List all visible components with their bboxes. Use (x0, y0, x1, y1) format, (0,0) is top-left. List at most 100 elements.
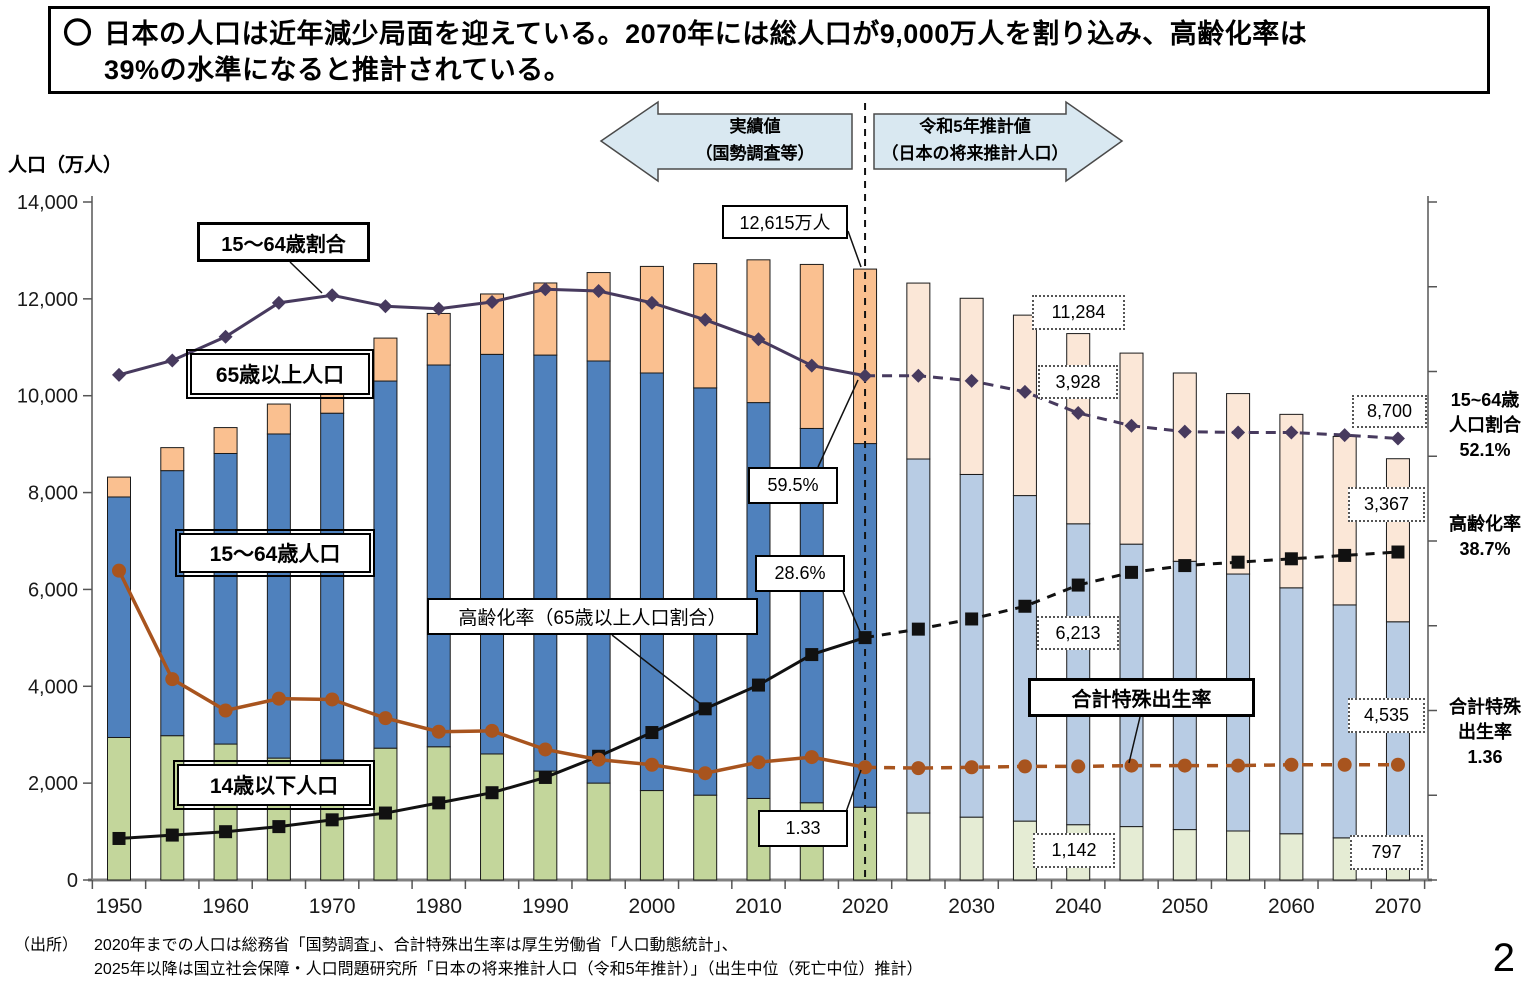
bar-segment-15～64歳人口-2060 (1279, 587, 1304, 835)
bar-segment-65歳以上人口-1955 (160, 447, 185, 472)
bar-segment-15～64歳人口-1970 (320, 412, 345, 761)
marker-diamond-1970 (325, 288, 340, 303)
page-number: 2 (1492, 936, 1515, 980)
label-2020-total-callout-line (847, 230, 862, 268)
x-axis-year-label: 2060 (1268, 895, 1315, 918)
bar-segment-65歳以上人口-2050 (1172, 372, 1197, 562)
label-2040-elderly: 3,928 (1038, 365, 1118, 399)
source-label: （出所） (14, 937, 79, 954)
marker-square-1975 (378, 806, 392, 820)
marker-square-1950 (112, 831, 126, 845)
label-fertility-series: 合計特殊出生率 (1028, 678, 1255, 717)
bar-segment-15～64歳人口-1960 (213, 452, 238, 745)
marker-diamond-2035 (1017, 384, 1032, 399)
label-under15-series: 14歳以下人口 (172, 759, 376, 811)
marker-square-2015 (805, 648, 819, 662)
right-label-fertility: 合計特殊 出生率 1.36 (1449, 697, 1521, 768)
marker-diamond-1975 (378, 299, 393, 314)
label-2020-share-callout-line (817, 379, 859, 468)
label-working-share-series-callout-line (289, 261, 323, 294)
x-axis-year-label: 1970 (309, 895, 356, 918)
marker-square-2045 (1125, 565, 1139, 579)
label-aging-series: 高齢化率（65歳以上人口割合） (427, 598, 758, 635)
bar-segment-65歳以上人口-2040 (1066, 333, 1091, 525)
marker-circle-1960 (218, 703, 233, 718)
label-2020-share: 59.5% (748, 467, 838, 504)
actual-arrow-line1: 実績値 (729, 117, 781, 136)
title-bullet: 〇 (63, 18, 93, 50)
label-2020-fertility: 1.33 (758, 810, 848, 847)
x-axis-year-label: 2070 (1375, 895, 1422, 918)
marker-square-1990 (538, 770, 552, 784)
marker-square-1965 (272, 820, 286, 834)
marker-square-1980 (432, 796, 446, 810)
marker-diamond-1985 (485, 295, 500, 310)
bar-segment-15～64歳人口-1980 (426, 364, 451, 748)
marker-circle-1975 (378, 711, 393, 726)
title-line-1: 日本の人口は近年減少局面を迎えている。2070年には総人口が9,000万人を割り… (104, 19, 1308, 49)
y-axis-tick-label: 4,000 (28, 676, 78, 698)
bar-segment-14歳以下人口-2045 (1119, 826, 1144, 881)
label-2020-aging: 28.6% (755, 555, 845, 592)
marker-diamond-2070 (1390, 431, 1405, 446)
marker-circle-1970 (325, 692, 340, 707)
bar-segment-14歳以下人口-2025 (906, 812, 931, 881)
x-axis-year-label: 2050 (1161, 895, 1208, 918)
label-aging-series-callout-line (611, 634, 703, 706)
bar-segment-65歳以上人口-2070 (1385, 458, 1410, 623)
right-label-working-share: 15~64歳 人口割合 52.1% (1449, 390, 1521, 461)
marker-diamond-2060 (1284, 425, 1299, 440)
label-2020-total: 12,615万人 (722, 205, 848, 239)
y-axis-title: 人口（万人） (8, 155, 123, 176)
bar-segment-14歳以下人口-1955 (160, 735, 185, 881)
marker-square-1985 (485, 786, 499, 800)
bar-segment-14歳以下人口-1995 (586, 782, 611, 881)
marker-circle-2015 (804, 750, 819, 765)
marker-diamond-1955 (165, 353, 180, 368)
actual-arrow-line2: （国勢調査等） (695, 144, 815, 164)
marker-diamond-2010 (751, 332, 766, 347)
bar-segment-14歳以下人口-2060 (1279, 833, 1304, 881)
actual-period-arrow (599, 100, 853, 183)
source-note: （出所） 2020年までの人口は総務省「国勢調査」、合計特殊出生率は厚生労働省「… (14, 934, 923, 982)
label-working-share-series: 15～64歳割合 (197, 222, 370, 262)
bar-segment-15～64歳人口-1955 (160, 470, 185, 737)
marker-square-2055 (1231, 555, 1245, 569)
source-line-2: 2025年以降は国立社会保障・人口問題研究所「日本の将来推計人口（令和5年推計）… (94, 961, 923, 978)
marker-square-2020 (858, 631, 872, 645)
marker-circle-1990 (538, 742, 553, 757)
label-fertility-series-callout-line (1128, 716, 1141, 764)
label-2040-under15: 1,142 (1033, 833, 1115, 868)
bar-segment-65歳以上人口-1980 (426, 312, 451, 366)
bar-segment-65歳以上人口-1995 (586, 272, 611, 362)
bar-segment-65歳以上人口-2045 (1119, 352, 1144, 545)
projection-arrow-line1: 令和5年推計値 (919, 117, 1031, 136)
bar-segment-65歳以上人口-1975 (373, 337, 398, 382)
marker-square-2030 (965, 612, 979, 626)
marker-circle-2050 (1177, 758, 1192, 773)
marker-square-2000 (645, 726, 659, 740)
y-axis-tick-label: 14,000 (17, 192, 78, 214)
page-title: 日本の人口は近年減少局面を迎えている。2070年には総人口が9,000万人を割り… (104, 16, 1307, 89)
bar-segment-14歳以下人口-2050 (1172, 829, 1197, 881)
marker-circle-1955 (165, 672, 180, 687)
bar-segment-15～64歳人口-1950 (107, 496, 131, 738)
bar-segment-14歳以下人口-2055 (1226, 830, 1251, 881)
bar-segment-65歳以上人口-2000 (639, 265, 664, 374)
marker-circle-1980 (431, 724, 446, 739)
label-2070-under15: 797 (1350, 835, 1423, 870)
title-box: 〇 日本の人口は近年減少局面を迎えている。2070年には総人口が9,000万人を… (48, 6, 1490, 94)
label-2070-working: 4,535 (1348, 698, 1425, 733)
bar-segment-65歳以上人口-2060 (1279, 413, 1304, 589)
y-axis-tick-label: 10,000 (17, 386, 78, 408)
right-label-aging-rate: 高齢化率 38.7% (1449, 514, 1521, 560)
title-line-2: 39%の水準になると推計されている。 (104, 55, 572, 86)
marker-square-2050 (1178, 559, 1192, 573)
marker-circle-2070 (1390, 757, 1405, 772)
bar-segment-65歳以上人口-2010 (746, 259, 771, 404)
bar-segment-15～64歳人口-1965 (266, 433, 291, 759)
marker-circle-1985 (485, 723, 500, 738)
marker-diamond-1960 (218, 329, 233, 344)
bar-segment-65歳以上人口-2015 (799, 263, 824, 429)
x-axis-year-label: 1990 (522, 895, 569, 918)
